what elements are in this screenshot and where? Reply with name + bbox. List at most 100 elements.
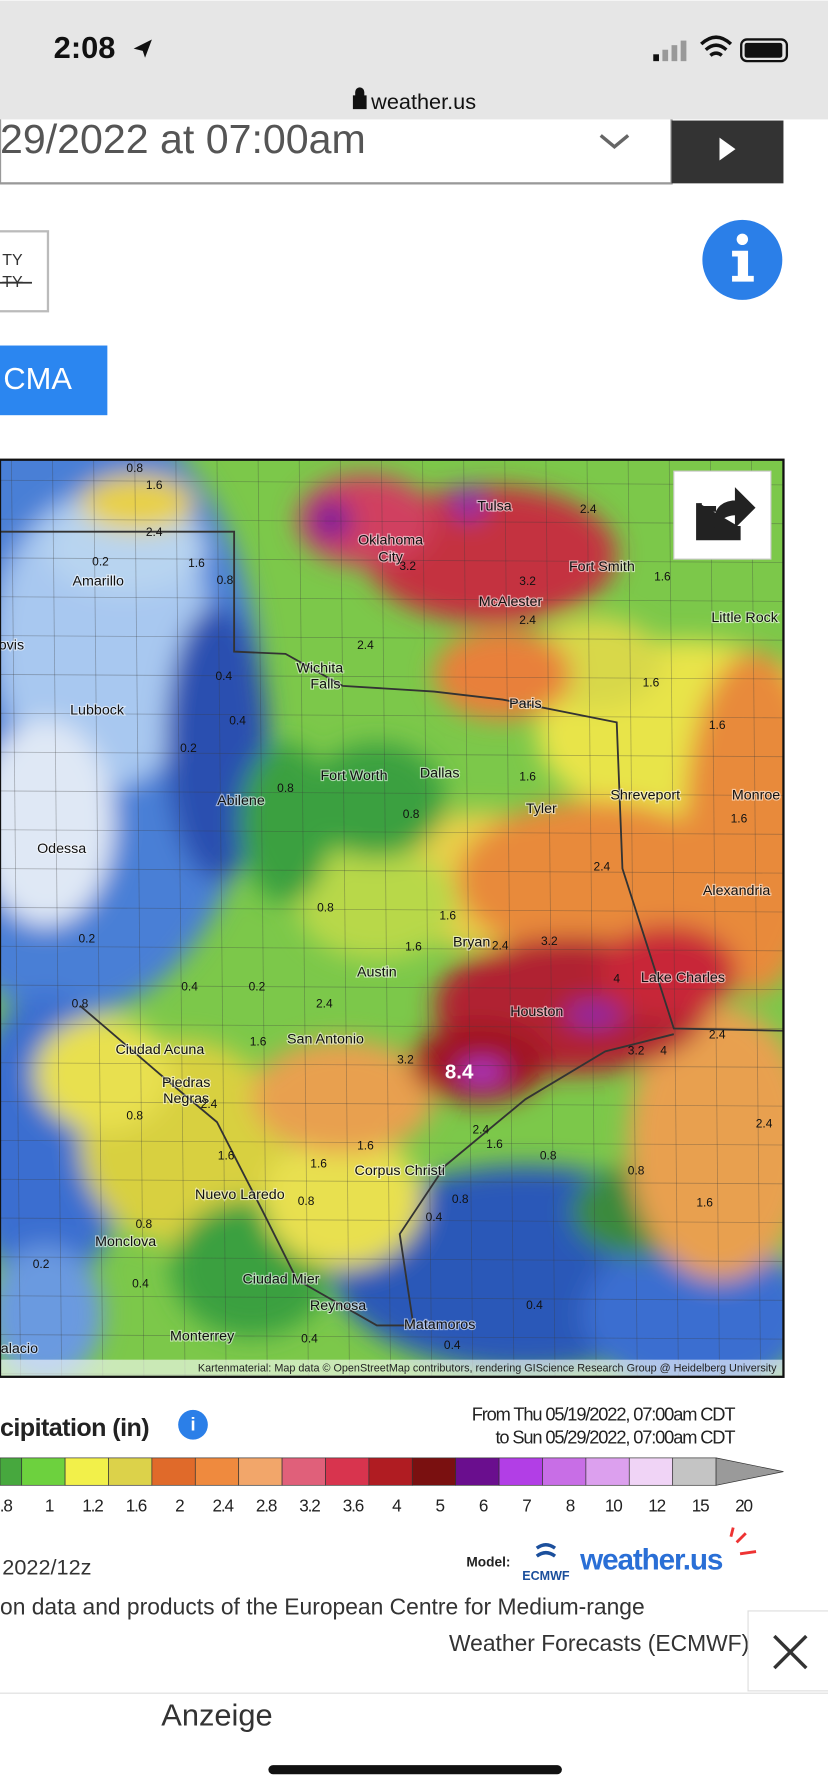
contour-value: 3.2 (628, 1043, 645, 1057)
scale-box (498, 1457, 543, 1486)
city-label: Falls (310, 676, 340, 692)
scale-tick: 5 (436, 1496, 445, 1516)
scale-tick: 10 (605, 1496, 622, 1516)
city-label: Monclova (95, 1234, 156, 1250)
city-label: Shreveport (610, 787, 680, 803)
county-line (0, 868, 784, 874)
county-line (0, 945, 784, 952)
borders (0, 530, 784, 1327)
toggle-top: TY (2, 252, 23, 269)
contour-value: 0.8 (72, 997, 89, 1011)
precip-blob (0, 720, 115, 926)
contour-value: 1.6 (519, 769, 536, 783)
contour-value: 2.4 (756, 1117, 773, 1131)
scale-box (0, 1457, 23, 1486)
city-label: Ciudad Mier (242, 1272, 319, 1288)
contour-value: 0.4 (229, 713, 246, 727)
county-line (134, 459, 145, 1377)
precip-blob (459, 1062, 505, 1082)
scale-box (151, 1457, 196, 1486)
precip-blob (79, 474, 195, 532)
contour-value: 0.2 (33, 1257, 50, 1271)
city-label: Alexandria (703, 883, 770, 899)
attribution: Kartenmaterial: Map data © OpenStreetMap… (198, 1363, 777, 1375)
city-label: McAlester (479, 594, 543, 610)
cma-button[interactable] (0, 345, 108, 416)
city-label: Houston (510, 1004, 563, 1020)
contour-value: 0.2 (249, 980, 266, 994)
county-line (627, 459, 638, 1377)
city-label: Odessa (37, 841, 86, 857)
contour-value: 8.4 (445, 1060, 474, 1083)
contour-value: 1.6 (188, 556, 205, 570)
precip-blob (34, 1017, 172, 1132)
county-line (216, 459, 227, 1377)
city-label: Monroe (732, 787, 780, 803)
county-line (0, 829, 784, 835)
contour-value: 1.6 (218, 1149, 235, 1163)
precip-blob (0, 1245, 103, 1377)
toggle[interactable] (0, 230, 50, 313)
contour-value: 0.8 (126, 1109, 143, 1123)
county-line (0, 1334, 784, 1340)
precip-blob (296, 845, 457, 960)
contour-value: 1.6 (709, 718, 726, 732)
scale-tick: 1.6 (126, 1496, 147, 1516)
scale-tick: 8 (566, 1496, 575, 1516)
city-label: Dallas (420, 766, 460, 782)
brand-rays (729, 1527, 757, 1556)
contour-value: 0.2 (92, 555, 109, 569)
contour-value: 0.4 (444, 1338, 461, 1352)
scale-arrow (715, 1457, 784, 1486)
city-label: Reynosa (310, 1298, 366, 1314)
scale-box (64, 1457, 109, 1486)
city-label: Lake Charles (641, 970, 725, 986)
signal (653, 40, 687, 62)
scale-tick: 15 (692, 1496, 709, 1516)
attribution-bg (0, 1359, 784, 1377)
county-line (0, 984, 784, 991)
legend-info[interactable] (178, 1409, 208, 1440)
city-label: Amarillo (72, 574, 124, 590)
url: weather.us (370, 89, 476, 114)
city-label: Oklahoma (358, 533, 423, 549)
county-line (463, 459, 474, 1377)
legend-from: From Thu 05/19/2022, 07:00am CDT (472, 1403, 736, 1424)
contour-value: 0.4 (526, 1298, 543, 1312)
county-line (0, 1295, 784, 1301)
model-label: Model: (466, 1555, 510, 1570)
county-line (422, 459, 433, 1377)
county-line (381, 459, 391, 1377)
scale-tick: 20 (735, 1496, 752, 1516)
city-label: Bryan (453, 935, 490, 951)
city-label: Little Rock (711, 610, 778, 626)
scale-box (194, 1457, 240, 1486)
contour-value: 2.4 (580, 502, 597, 516)
status-bar (0, 0, 828, 120)
contour-value: 0.8 (217, 573, 234, 587)
city-label: Tyler (526, 801, 557, 817)
contour-value: 0.4 (216, 669, 233, 683)
contour-value: 0.8 (136, 1217, 153, 1231)
county-lines (0, 459, 784, 1377)
credit-line-1: on data and products of the European Cen… (0, 1594, 645, 1620)
contour-value: 1.6 (405, 940, 422, 954)
county-line (0, 635, 784, 641)
scale-tick: 1 (45, 1496, 54, 1516)
precip-blob (296, 474, 434, 566)
scale-tick: 3.6 (343, 1496, 364, 1516)
county-line (0, 1140, 784, 1146)
city-label: Fort Worth (320, 768, 387, 784)
info-dot (736, 233, 749, 246)
contour-value: 2.4 (316, 997, 333, 1011)
scale-box (411, 1457, 457, 1486)
county-line (0, 907, 784, 913)
scale-tick: 2.4 (213, 1496, 235, 1516)
city-label: Nuevo Laredo (195, 1187, 285, 1203)
county-line (52, 459, 63, 1377)
close-ad[interactable] (747, 1610, 828, 1692)
run-label: 2022/12z (2, 1554, 91, 1579)
